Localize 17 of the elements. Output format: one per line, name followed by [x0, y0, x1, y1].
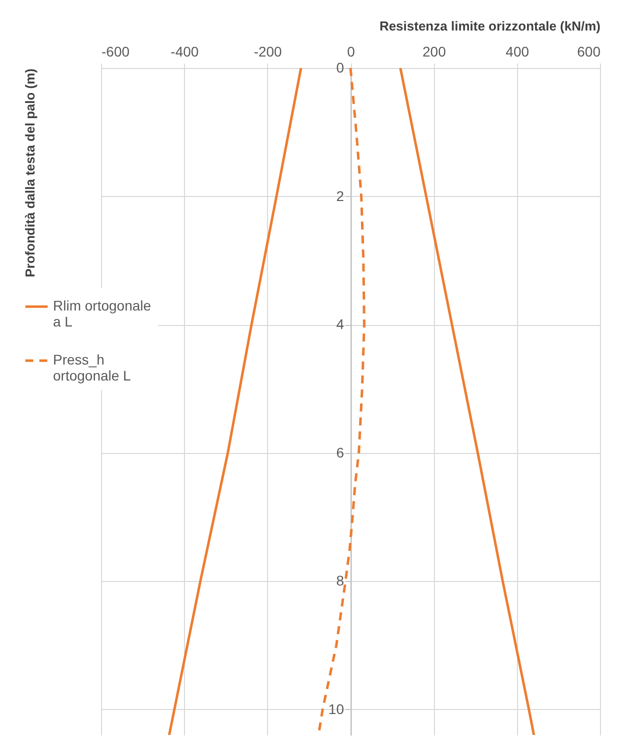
- x-tick-label: 200: [422, 44, 446, 60]
- x-tick-label: -200: [254, 44, 282, 60]
- x-tick-label: -400: [170, 44, 199, 60]
- legend-label: Rlim ortogonale a L: [53, 298, 152, 330]
- x-axis-title: Resistenza limite orizzontale (kN/m): [379, 18, 600, 34]
- y-tick-label: 2: [336, 188, 344, 204]
- y-axis-title: Profondità dalla testa del palo (m): [22, 68, 38, 278]
- y-tick-label: 10: [328, 700, 344, 717]
- y-tick-label: 0: [336, 60, 344, 76]
- legend-label: Press_h ortogonale L: [53, 352, 132, 384]
- y-tick-label: 6: [336, 444, 344, 460]
- x-tick-label: 600: [577, 44, 601, 60]
- y-tick-label: 4: [336, 316, 344, 332]
- x-tick-label: -600: [102, 44, 130, 60]
- x-tick-label: 0: [347, 44, 356, 60]
- x-tick-label: 400: [506, 44, 530, 60]
- y-tick-label: 8: [336, 572, 344, 589]
